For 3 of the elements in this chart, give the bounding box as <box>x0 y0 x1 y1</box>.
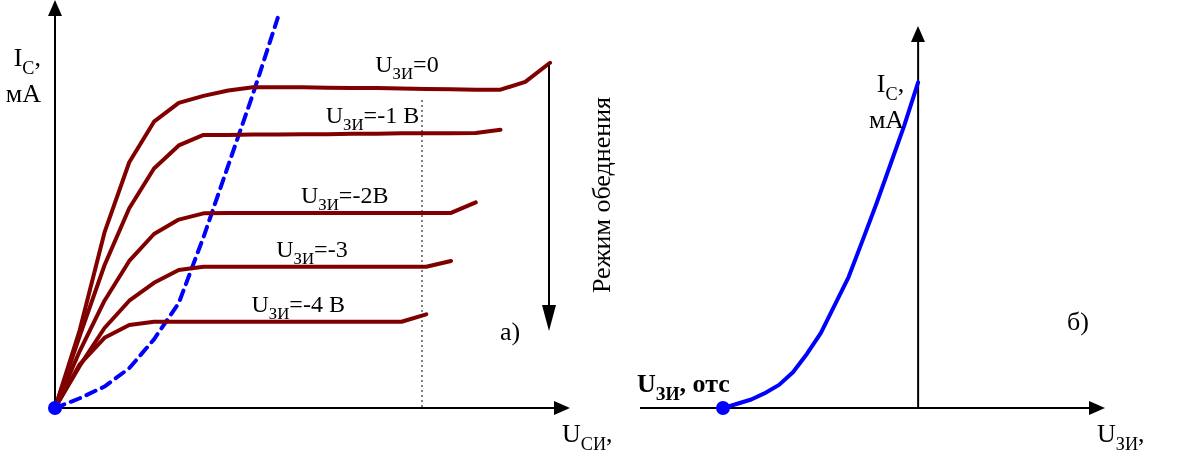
annotation: а) <box>500 317 521 346</box>
annotation: б) <box>1067 307 1089 336</box>
text: Режим обеднения <box>587 96 616 294</box>
